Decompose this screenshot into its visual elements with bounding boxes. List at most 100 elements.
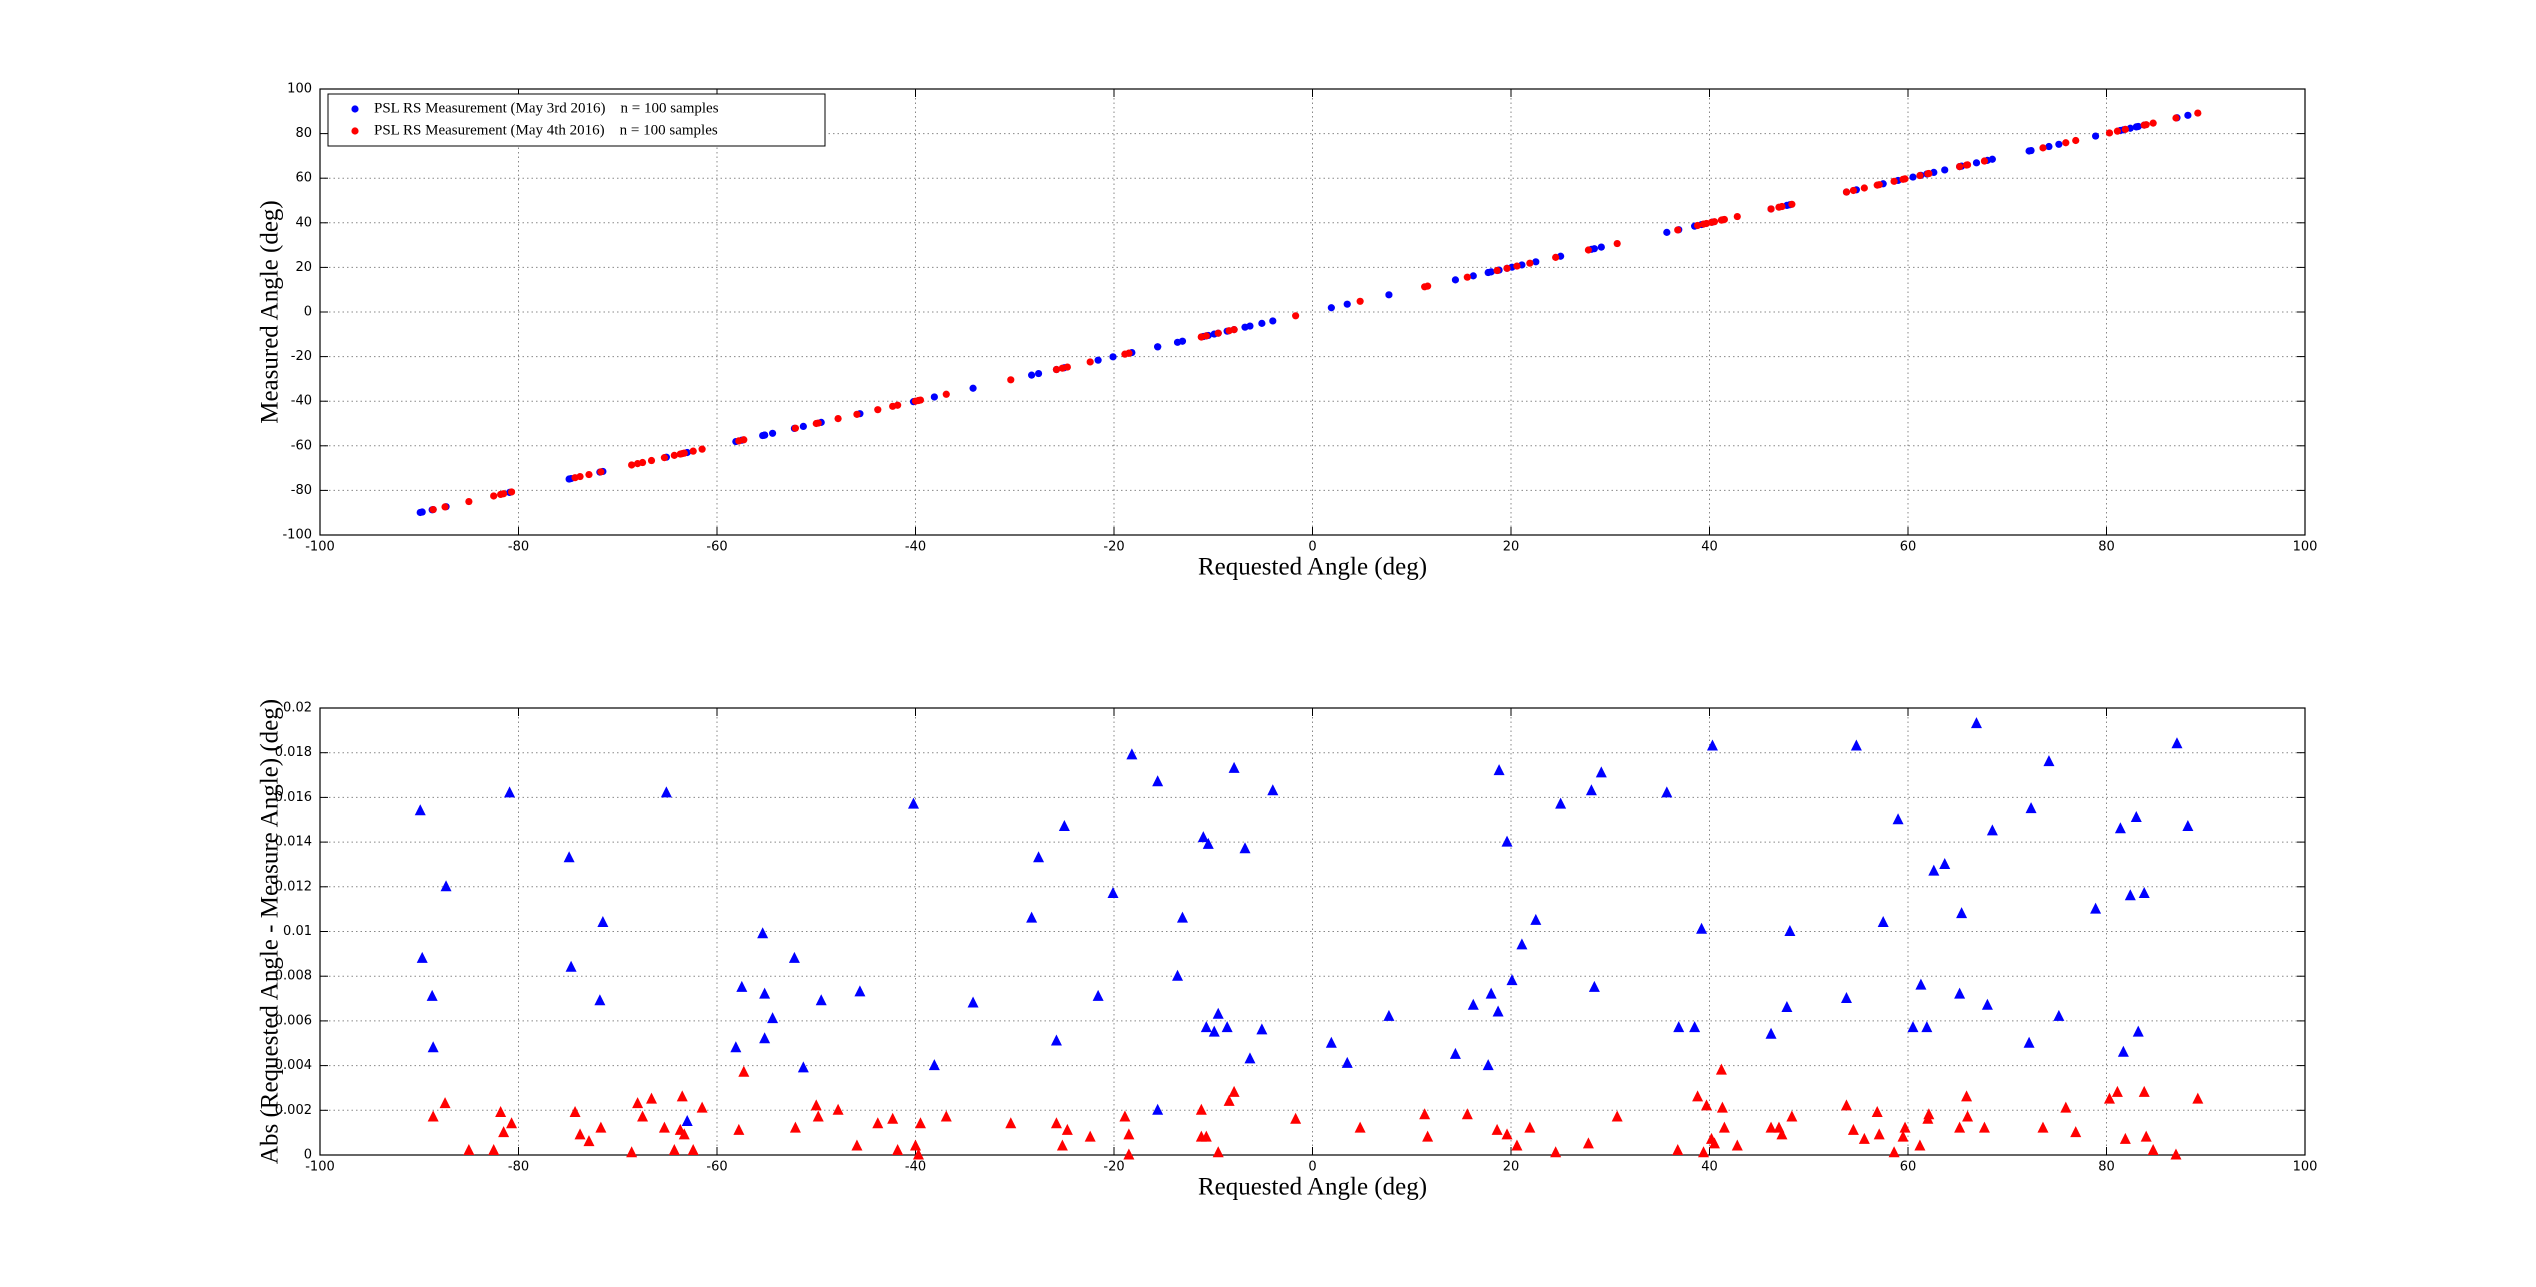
data-point — [1341, 1056, 1353, 1068]
data-point — [1890, 177, 1898, 185]
data-point — [1511, 1139, 1523, 1151]
data-point — [569, 1106, 581, 1118]
data-point — [2113, 127, 2122, 135]
data-point — [1530, 913, 1542, 925]
data-point — [490, 492, 498, 500]
y-tick-label: 0.004 — [275, 1058, 312, 1073]
data-point — [565, 960, 577, 972]
data-point — [874, 406, 882, 414]
data-point — [2182, 819, 2194, 831]
data-point — [1493, 266, 1501, 275]
data-point — [1767, 205, 1775, 213]
data-point — [1849, 186, 1858, 195]
data-point — [1221, 1021, 1233, 1033]
data-point — [1050, 1034, 1062, 1046]
data-point — [1672, 1144, 1684, 1156]
x-tick-label: -20 — [1103, 1160, 1124, 1175]
data-point — [1383, 1009, 1395, 1021]
data-point — [1152, 775, 1164, 787]
data-point — [789, 1121, 801, 1133]
legend-text: PSL RS Measurement (May 4th 2016) n = 10… — [374, 122, 718, 138]
data-point — [441, 503, 449, 511]
data-point — [2124, 889, 2136, 901]
y-tick-label: 0.01 — [283, 924, 312, 939]
data-point — [1125, 349, 1133, 357]
data-point — [1491, 1123, 1503, 1135]
x-tick-label: 80 — [2098, 1160, 2115, 1175]
data-point — [1980, 157, 1989, 165]
data-point — [1202, 837, 1214, 849]
data-point — [1123, 1148, 1135, 1160]
data-point — [638, 458, 647, 467]
data-point — [892, 1144, 904, 1156]
data-point — [1915, 978, 1927, 990]
x-tick-label: 60 — [1900, 540, 1917, 555]
x-tick-label: -100 — [305, 1160, 335, 1175]
data-point — [1689, 1021, 1701, 1033]
data-point — [488, 1144, 500, 1156]
y-tick-label: 0.006 — [275, 1013, 312, 1028]
legend-marker — [351, 127, 359, 135]
data-point — [1875, 181, 1883, 189]
data-point — [463, 1144, 475, 1156]
data-point — [574, 1128, 586, 1140]
data-point — [594, 994, 606, 1006]
data-point — [1461, 1108, 1473, 1120]
data-point — [429, 505, 437, 514]
data-point — [853, 410, 861, 418]
x-tick-label: -20 — [1103, 540, 1124, 555]
data-point — [2111, 1085, 2123, 1097]
data-point — [1026, 911, 1038, 923]
data-point — [1084, 1130, 1096, 1142]
data-point — [1501, 835, 1513, 847]
data-point — [1493, 764, 1505, 776]
data-point — [1269, 317, 1277, 325]
data-point — [680, 449, 688, 457]
data-point — [1710, 218, 1719, 226]
data-point — [1061, 1123, 1073, 1135]
data-point — [940, 1110, 952, 1122]
data-point — [1765, 1121, 1777, 1133]
data-point — [1007, 376, 1015, 384]
x-tick-label: -80 — [508, 540, 529, 555]
data-point — [645, 1092, 657, 1104]
data-point — [1555, 797, 1567, 809]
data-point — [1941, 166, 1949, 174]
data-point — [632, 1097, 644, 1109]
series — [429, 109, 2202, 514]
data-point — [1720, 215, 1728, 224]
x-tick-label: 40 — [1701, 540, 1718, 555]
data-point — [1524, 1121, 1536, 1133]
data-point — [1786, 1110, 1798, 1122]
data-point — [1487, 268, 1495, 276]
data-point — [2039, 144, 2047, 152]
data-point — [637, 1110, 649, 1122]
data-point — [1058, 819, 1070, 831]
data-point — [1325, 1036, 1337, 1048]
data-point — [1119, 1110, 1131, 1122]
data-point — [1239, 842, 1251, 854]
data-point — [1244, 1052, 1256, 1064]
data-point — [1050, 1117, 1062, 1129]
data-point — [1419, 1108, 1431, 1120]
data-point — [1086, 358, 1094, 366]
data-point — [1663, 228, 1671, 236]
data-point — [2171, 737, 2183, 749]
data-point — [1595, 766, 1607, 778]
data-point — [1063, 363, 1071, 371]
data-point — [740, 436, 748, 444]
x-tick-label: -60 — [706, 540, 727, 555]
data-point — [1962, 1110, 1974, 1122]
data-point — [1954, 987, 1966, 999]
data-point — [1152, 1103, 1164, 1115]
data-point — [1028, 371, 1036, 379]
data-point — [1343, 300, 1351, 308]
data-point — [757, 927, 769, 939]
data-point — [2055, 140, 2063, 148]
data-point — [1981, 998, 1993, 1010]
data-point — [1212, 1146, 1224, 1158]
data-point — [1921, 1021, 1933, 1033]
data-point — [1212, 1007, 1224, 1019]
data-point — [2091, 132, 2100, 140]
data-point — [2070, 1126, 2082, 1138]
